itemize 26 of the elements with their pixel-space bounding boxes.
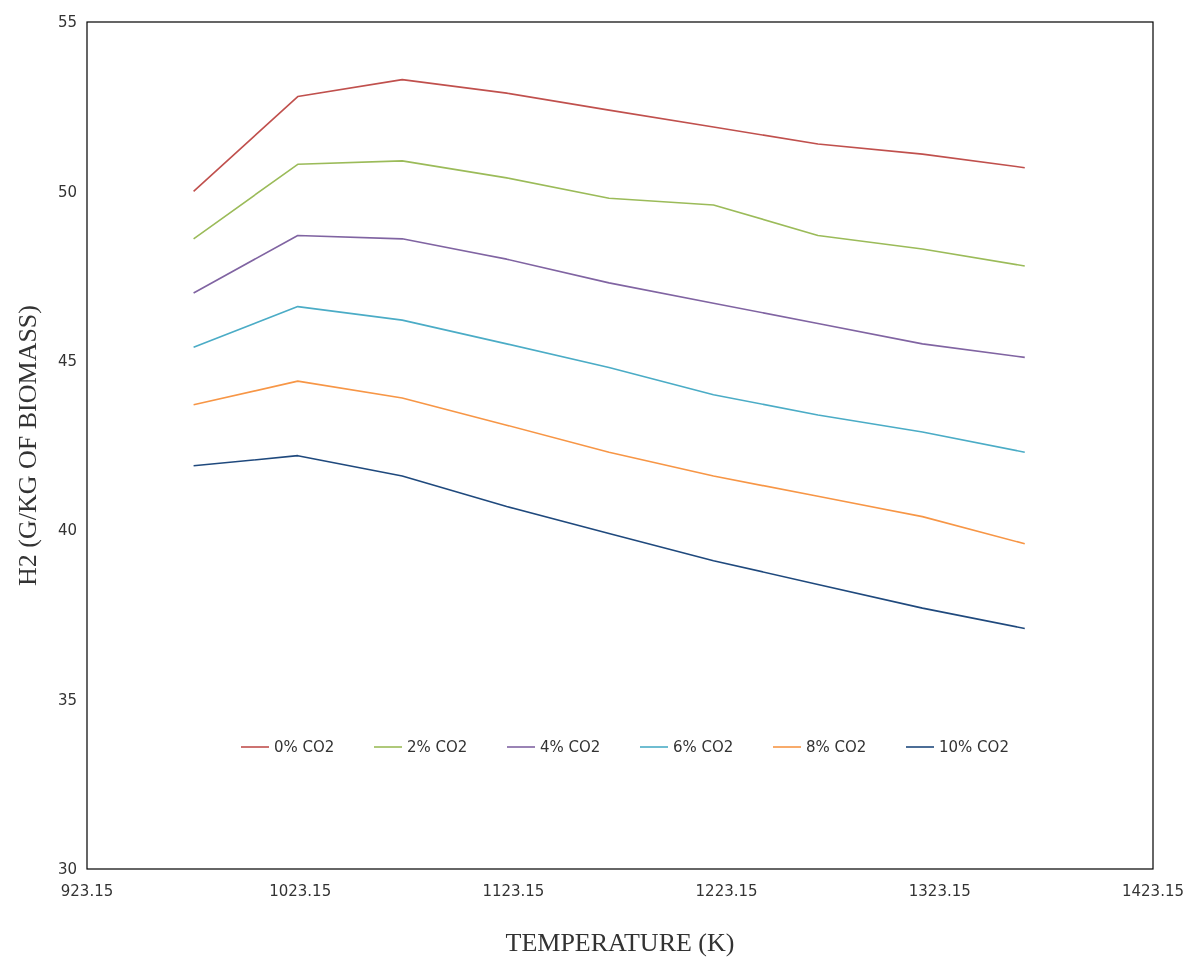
line-series [192,305,1026,454]
line-series [192,160,1026,267]
y-axis-title: H2 (G/KG OF BIOMASS) [13,305,42,586]
x-tick-label: 1423.15 [1121,882,1185,900]
x-tick-label: 1223.15 [695,882,758,900]
y-tick-label: 55 [57,13,77,32]
legend-label: 0% CO2 [274,738,335,757]
line-series [192,380,1026,545]
x-tick-label: 1323.15 [908,882,971,900]
line-series [192,78,1026,193]
x-axis-title: TEMPERATURE (K) [505,928,735,957]
x-tick-label: 1023.15 [269,882,332,900]
y-tick-label: 35 [57,690,77,709]
y-tick-label: 45 [57,352,77,371]
legend-label: 8% CO2 [806,738,867,757]
y-tick-label: 40 [57,521,77,540]
x-tick-label: 923.15 [60,882,114,900]
legend-label: 6% CO2 [673,738,734,757]
legend-label: 4% CO2 [540,738,601,757]
y-tick-label: 50 [57,182,77,201]
legend-label: 2% CO2 [407,738,468,757]
line-series [192,454,1026,630]
y-tick-label: 30 [57,860,77,879]
x-tick-label: 1123.15 [482,882,545,900]
line-series [192,234,1026,359]
legend-label: 10% CO2 [939,738,1009,757]
